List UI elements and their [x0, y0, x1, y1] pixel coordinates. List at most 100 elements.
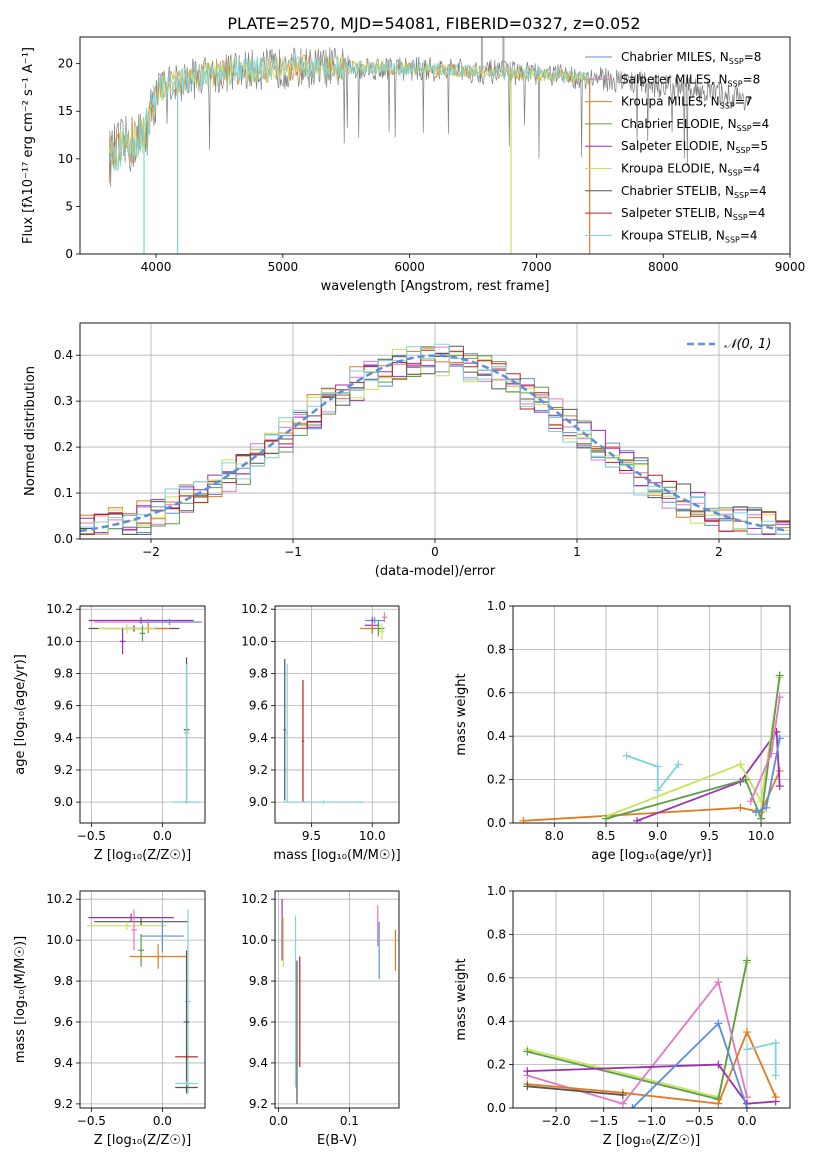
y-tick-label: 9.8: [54, 667, 73, 681]
legend-label: Chabrier STELIB, NSSP=4: [621, 184, 767, 200]
errorbar-points: [281, 899, 397, 1104]
mass-vs-ebv-panel: 0.0 0.1 9.2 9.4 9.6 9.8 10.0 10.2 E(B-V): [241, 890, 400, 1148]
legend-label: Chabrier ELODIE, NSSP=4: [621, 117, 769, 133]
y-tick-label: 0.0: [487, 816, 506, 830]
x-tick-label: −2.0: [541, 1114, 570, 1128]
x-axis-label: Z [log₁₀(Z/Z☉)]: [603, 1133, 700, 1148]
y-tick-label: 9.2: [249, 1097, 268, 1111]
model-spectrum-line: [108, 55, 590, 172]
x-axis-label: age [log₁₀(age/yr)]: [591, 848, 712, 863]
weight-marker: [762, 803, 771, 812]
x-tick-label: −1: [284, 545, 302, 559]
y-tick-label: 9.4: [54, 1056, 73, 1070]
x-tick-label: 8.0: [545, 829, 564, 843]
errorbar-point: [372, 620, 385, 637]
x-tick-label: −1.0: [637, 1114, 666, 1128]
weight-marker: [714, 1060, 723, 1069]
y-tick-label: 9.4: [249, 1056, 268, 1070]
x-tick-label: −0.5: [77, 829, 106, 843]
figure-title: PLATE=2570, MJD=54081, FIBERID=0327, z=0…: [227, 14, 640, 33]
weight-series-line: [605, 677, 781, 818]
y-tick-label: 9.6: [54, 699, 73, 713]
x-axis-label: Z [log₁₀(Z/Z☉)]: [94, 1133, 191, 1148]
y-axis-label: mass [log₁₀(M/M☉)]: [13, 936, 28, 1063]
weight-lines: [519, 671, 784, 823]
y-tick-label: 9.2: [249, 763, 268, 777]
errorbar-point: [119, 628, 126, 655]
y-tick-label: 10.2: [241, 602, 268, 616]
legend-label: Chabrier MILES, NSSP=8: [621, 50, 761, 66]
weight-marker: [674, 760, 683, 769]
y-tick-label: 0.8: [487, 642, 506, 656]
weight-series-line: [605, 675, 781, 823]
weight-series-line: [527, 962, 748, 1099]
y-tick-label: 9.0: [54, 795, 73, 809]
y-tick-label: 9.8: [249, 667, 268, 681]
errorbar-point: [139, 625, 146, 642]
y-tick-label: 20: [58, 57, 73, 71]
x-axis-label: Z [log₁₀(Z/Z☉)]: [94, 848, 191, 863]
histogram-step-line: [80, 343, 790, 535]
gaussian-curve: [80, 354, 788, 533]
errorbar-points: [88, 617, 203, 804]
y-tick-label: 10.2: [46, 892, 73, 906]
legend-label: Salpeter STELIB, NSSP=4: [621, 206, 765, 222]
errorbar-point: [183, 663, 190, 803]
y-tick-label: 10.2: [241, 892, 268, 906]
y-tick-label: 0.6: [487, 686, 506, 700]
x-tick-label: 8.5: [596, 829, 615, 843]
y-tick-label: 1.0: [487, 599, 506, 613]
y-tick-label: 0.4: [487, 729, 506, 743]
weight-marker: [633, 816, 642, 823]
y-tick-label: 9.8: [249, 974, 268, 988]
mass-weight-vs-age-panel: 8.0 8.5 9.0 9.5 10.0 0.0 0.2 0.4 0.6 0.8 1.0 age [l…: [454, 599, 791, 863]
weight-marker: [618, 1090, 627, 1099]
weight-lines: [523, 956, 780, 1108]
y-tick-label: 0.4: [487, 1014, 506, 1028]
y-axis-label: mass weight: [454, 673, 469, 755]
errorbar-point: [183, 950, 190, 1094]
weight-marker: [771, 1093, 780, 1102]
y-tick-label: 9.6: [54, 1015, 73, 1029]
histogram-lines: [80, 343, 790, 535]
y-axis-label: Flux [fλ10⁻¹⁷ erg cm⁻² s⁻¹ A⁻¹]: [21, 47, 36, 244]
x-axis-label: E(B-V): [317, 1133, 357, 1148]
x-tick-label: −0.5: [77, 1114, 106, 1128]
y-tick-label: 9.2: [54, 1097, 73, 1111]
errorbar-point: [175, 1085, 198, 1090]
age-vs-mass-panel: 9.5 10.0 9.0 9.2 9.4 9.6 9.8 10.0 10.2 mass [log₁…: [241, 602, 400, 863]
y-tick-label: 0.2: [487, 773, 506, 787]
errorbar-point: [131, 909, 137, 951]
weight-marker: [775, 782, 784, 791]
x-axis-label: (data-model)/error: [375, 564, 496, 579]
y-tick-label: 10.0: [241, 634, 268, 648]
errorbar-point: [98, 623, 156, 634]
x-tick-label: 6000: [394, 260, 425, 274]
weight-marker: [736, 803, 745, 812]
errorbar-points: [87, 909, 198, 1094]
weight-marker: [743, 1104, 752, 1108]
x-tick-label: 4000: [141, 260, 172, 274]
axes-frame: [79, 36, 791, 255]
x-tick-label: 1: [573, 545, 581, 559]
y-tick-label: 10.0: [46, 634, 73, 648]
y-tick-label: 9.6: [249, 1015, 268, 1029]
weight-marker: [523, 1047, 532, 1056]
weight-marker: [771, 1071, 780, 1080]
spectrum-lines: [108, 37, 753, 254]
errorbar-point: [87, 921, 167, 930]
y-tick-label: 0: [65, 247, 73, 261]
y-tick-label: 9.0: [249, 795, 268, 809]
y-axis-label: age [log₁₀(age/yr)]: [13, 654, 28, 775]
y-tick-label: 0.0: [487, 1101, 506, 1115]
weight-series-line: [636, 729, 781, 822]
weight-marker: [714, 1019, 723, 1028]
y-tick-label: 0.6: [487, 971, 506, 985]
y-tick-label: 9.4: [54, 731, 73, 745]
axes-frame: [274, 605, 400, 824]
weight-marker: [628, 1104, 637, 1108]
y-tick-label: 0.4: [54, 348, 73, 362]
model-spectrum-line: [108, 54, 590, 180]
weight-marker: [767, 749, 776, 758]
x-tick-label: 0.0: [737, 1114, 756, 1128]
